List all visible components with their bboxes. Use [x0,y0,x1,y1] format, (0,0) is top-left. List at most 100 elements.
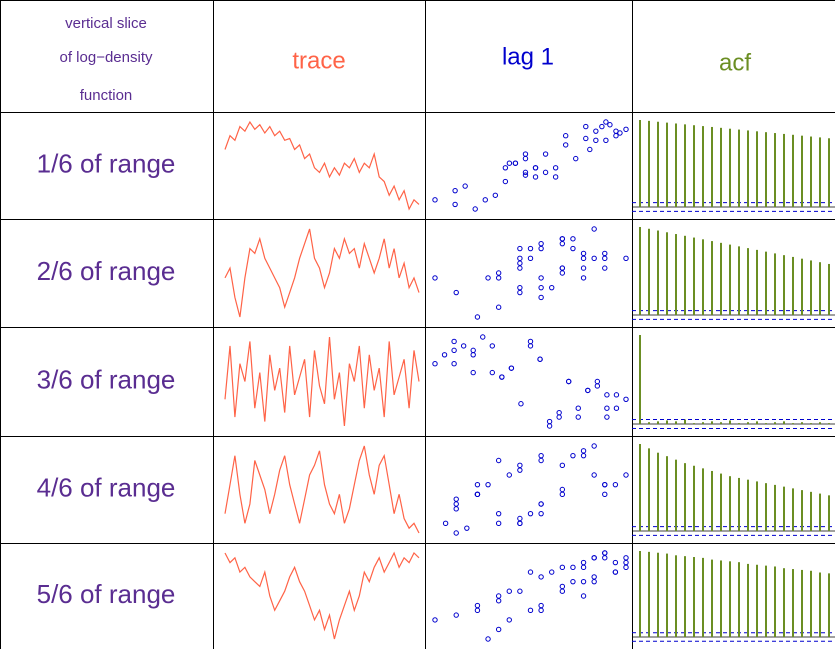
lag-point [537,356,543,362]
lag-point [552,165,559,171]
lag-point [538,457,544,464]
column-header: lag 1 [502,43,554,70]
lag-point [559,491,566,498]
lag-point [559,240,566,247]
lag-point [453,496,459,502]
lag-point [527,245,534,252]
lag-point [508,365,515,371]
lag-point [495,275,502,281]
lag-point [474,607,481,614]
trace-line [224,551,420,640]
lag-point [542,169,549,176]
lag-point [495,457,502,464]
lag-point [591,578,597,585]
lag-point [549,284,555,291]
lag-point [506,617,512,623]
header-note: function [80,87,133,104]
lag-point [613,392,620,398]
lag-point [517,588,523,594]
lag-point [517,284,523,291]
lag-point [432,197,438,203]
lag-point [602,550,608,556]
lag-point [464,525,470,531]
lag-point [580,275,587,281]
lag-point [495,270,502,276]
lag-point [583,123,589,130]
lag-point [570,578,576,585]
lag-point [575,405,581,411]
lag-point [623,126,629,133]
lag-point [613,133,619,139]
lag-point [575,414,581,420]
lag-point [591,255,597,262]
lag-point [522,155,529,162]
lag-point [570,452,576,459]
lag-point [506,160,513,166]
lag-point [602,255,608,262]
lag-point [580,593,587,599]
lag-point [532,174,539,180]
lag-point [472,206,478,212]
lag-point [522,172,529,178]
lag-point [441,352,448,358]
lag-point [612,559,619,566]
lag-point [538,501,544,507]
lag-point [506,588,512,594]
lag-point [559,588,566,594]
lag-point [602,265,608,271]
lag-point [470,369,476,376]
lag-point [559,265,566,271]
trace-line [224,228,420,318]
lag-point [474,314,481,320]
lag-point [495,626,502,633]
lag-point [594,383,601,389]
lag-point [527,338,534,345]
lag-point [482,197,488,203]
lag-point [546,423,553,429]
lag-point [591,555,597,561]
lag-point [502,165,509,171]
trace-line [224,445,420,534]
lag-point [603,137,609,144]
lag-point [556,414,562,420]
lag-point [623,396,629,402]
row-label: 2/6 of range [37,256,176,286]
lag-point [559,236,566,242]
lag-point [432,617,438,623]
lag-point [604,414,610,420]
lag-point [603,119,609,125]
header-note: of log−density [60,49,153,66]
lag-point [517,255,523,262]
lag-point [517,467,523,473]
lag-point [452,201,458,208]
lag-point [585,387,591,394]
trace-line [224,336,420,427]
lag-point [495,598,502,604]
lag-point [602,481,608,488]
lag-point [522,169,529,176]
lag-point [517,289,523,296]
lag-point [462,183,468,189]
lag-point [591,226,597,232]
lag-point [623,472,629,478]
lag-point [495,304,502,310]
lag-point [623,555,629,561]
lag-point [460,343,467,349]
lag-point [532,165,539,171]
lag-point [559,270,566,276]
header-note: vertical slice [65,15,147,32]
lag-point [566,378,572,385]
lag-point [538,294,544,301]
lag-point [562,133,569,139]
lag-point [570,245,576,252]
lag-point [623,559,629,566]
row-label: 3/6 of range [37,364,176,394]
lag-point [602,555,608,561]
row-label: 4/6 of range [37,472,176,502]
lag-point [453,612,459,618]
lag-point [453,501,459,507]
lag-point [517,462,523,469]
lag-point [570,236,576,242]
lag-point [485,275,491,281]
